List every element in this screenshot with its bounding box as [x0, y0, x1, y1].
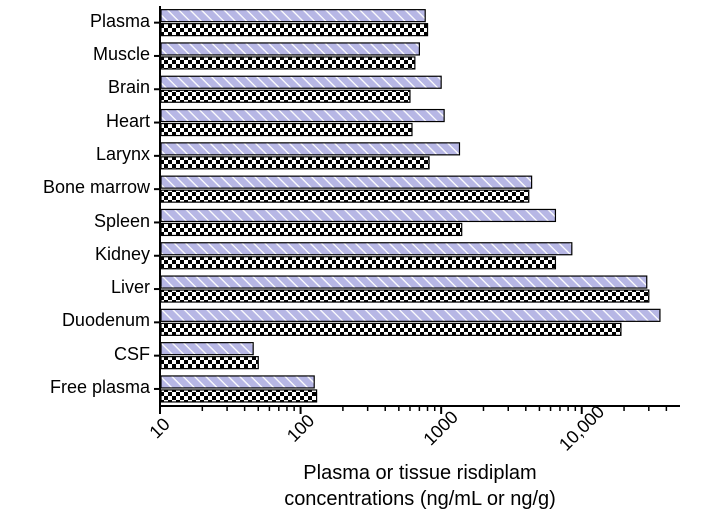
- category-label: Bone marrow: [43, 177, 150, 198]
- bar-series-a: [161, 143, 459, 155]
- category-label: Kidney: [95, 244, 150, 265]
- category-label: CSF: [114, 344, 150, 365]
- bar-series-a: [161, 309, 660, 321]
- bar-series-a: [161, 43, 419, 55]
- category-label: Larynx: [96, 144, 150, 165]
- bar-series-a: [161, 76, 441, 88]
- category-label: Spleen: [94, 211, 150, 232]
- concentration-bar-chart: Plasma Muscle Brain Heart Larynx Bone marrow S…: [0, 0, 709, 524]
- bar-series-b: [161, 257, 555, 269]
- bar-series-b: [161, 57, 415, 69]
- bar-series-b: [161, 90, 410, 102]
- bar-series-b: [161, 357, 258, 369]
- category-label: Duodenum: [62, 310, 150, 331]
- x-axis-title-line2: concentrations (ng/mL or ng/g): [0, 488, 680, 511]
- category-label: Muscle: [93, 44, 150, 65]
- bar-series-a: [161, 209, 555, 221]
- category-label: Free plasma: [50, 377, 150, 398]
- bar-series-b: [161, 124, 412, 136]
- bar-series-a: [161, 10, 425, 22]
- category-label: Heart: [106, 111, 150, 132]
- bar-series-a: [161, 243, 572, 255]
- bar-series-a: [161, 276, 647, 288]
- category-label: Plasma: [90, 11, 150, 32]
- x-axis-title-line1: Plasma or tissue risdiplam: [0, 462, 680, 485]
- bar-series-b: [161, 157, 429, 169]
- category-label: Brain: [108, 77, 150, 98]
- bar-series-b: [161, 190, 529, 202]
- bar-series-a: [161, 343, 253, 355]
- bar-series-b: [161, 290, 649, 302]
- category-label: Liver: [111, 277, 150, 298]
- bar-series-a: [161, 376, 314, 388]
- bar-series-b: [161, 223, 462, 235]
- bar-series-b: [161, 323, 621, 335]
- bar-series-b: [161, 24, 428, 36]
- bar-series-a: [161, 176, 532, 188]
- bar-series-a: [161, 110, 444, 122]
